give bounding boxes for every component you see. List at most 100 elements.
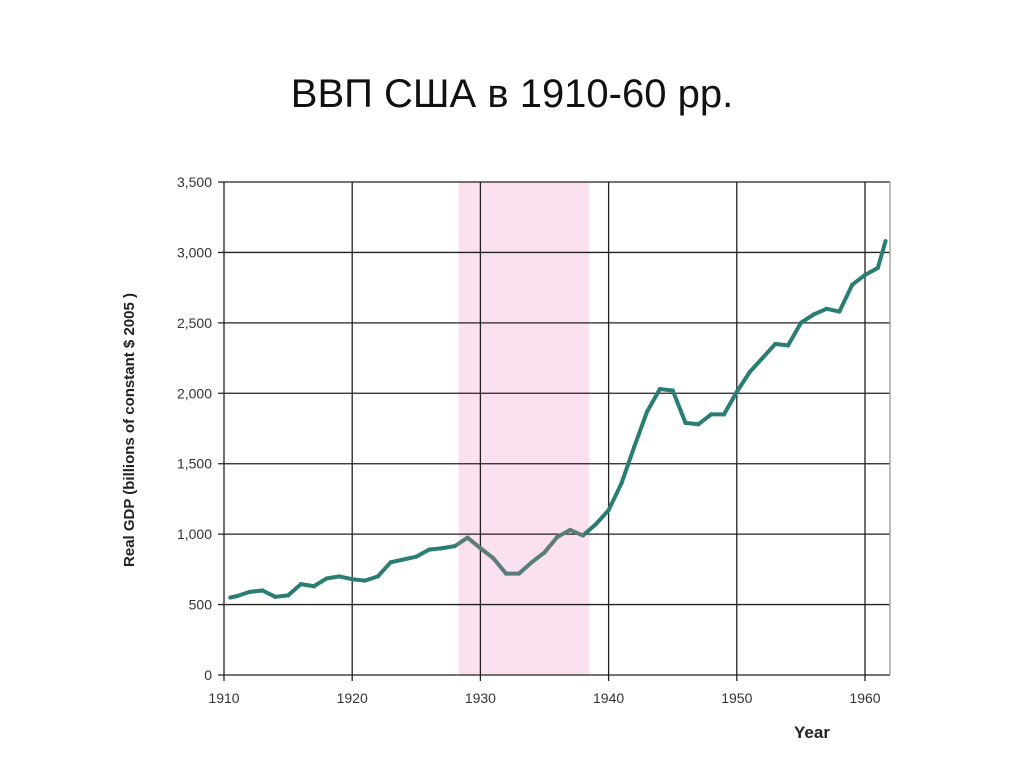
gdp-data-point — [491, 556, 496, 561]
gdp-data-point — [721, 412, 726, 417]
gdp-line-segment — [465, 535, 483, 551]
x-tick-label: 1920 — [337, 690, 368, 706]
gdp-data-point — [311, 584, 316, 589]
gdp-line-segment — [824, 306, 842, 314]
gdp-line-segment — [516, 560, 534, 576]
gdp-line-segment — [234, 589, 252, 599]
gdp-line-segment — [863, 265, 880, 277]
gdp-data-point — [337, 574, 342, 579]
gdp-data-point — [760, 356, 765, 361]
gdp-line-segment — [363, 574, 380, 583]
gdp-data-point — [516, 571, 521, 576]
gdp-line-segment — [619, 444, 637, 486]
gdp-line-segment — [632, 409, 650, 449]
gdp-data-point — [439, 546, 444, 551]
gdp-line-segment — [696, 412, 714, 427]
gdp-line-segment — [850, 272, 867, 287]
gdp-line-segment — [837, 282, 855, 314]
gdp-data-point — [619, 481, 624, 486]
gdp-data-point — [773, 341, 778, 346]
y-tick-label: 1,000 — [177, 526, 212, 542]
gdp-line-segment — [786, 320, 803, 348]
gdp-data-point — [606, 508, 611, 513]
gdp-data-point — [593, 522, 598, 527]
gdp-line-segment — [568, 527, 585, 538]
gdp-line-segment — [439, 544, 457, 551]
y-tick-label: 1,500 — [177, 456, 212, 472]
gdp-line-segment — [350, 577, 368, 583]
x-tick-label: 1940 — [593, 690, 624, 706]
gdp-line-segment — [401, 554, 419, 562]
gdp-data-point — [273, 594, 278, 599]
gdp-data-point — [375, 574, 380, 579]
gdp-line-segment — [478, 546, 496, 561]
x-tick-label: 1930 — [465, 690, 496, 706]
gdp-line-segment — [298, 582, 316, 589]
y-tick-label: 3,000 — [177, 244, 212, 260]
y-tick-label: 2,500 — [177, 315, 212, 331]
gdp-data-point — [786, 343, 791, 348]
gdp-data-point — [645, 409, 650, 414]
gdp-data-point — [542, 550, 547, 555]
gdp-data-point — [850, 282, 855, 287]
y-tick-label: 0 — [204, 667, 212, 683]
gdp-line-segment — [811, 306, 829, 317]
gdp-data-point — [234, 594, 239, 599]
gdp-data-point — [555, 534, 560, 539]
gdp-data-point — [863, 272, 867, 277]
gdp-line-segment — [773, 341, 791, 348]
shaded-region — [458, 182, 590, 675]
gdp-data-point — [529, 560, 534, 565]
gdp-line-segment — [311, 576, 329, 589]
gdp-data-point — [875, 265, 880, 270]
gdp-data-point — [478, 546, 483, 551]
gdp-data-point — [286, 593, 291, 598]
gdp-data-point — [350, 577, 355, 582]
gdp-line-segment — [414, 547, 432, 559]
gdp-line-segment — [324, 574, 342, 581]
gdp-data-point — [632, 444, 637, 449]
gdp-line-segment — [286, 582, 303, 598]
gdp-data-point — [824, 306, 829, 311]
slide-title: ВВП США в 1910-60 рр. — [290, 72, 734, 116]
gdp-data-point — [247, 589, 252, 594]
gdp-data-point — [696, 422, 701, 427]
gdp-line-segment — [388, 557, 406, 565]
gdp-line-segment — [670, 388, 688, 425]
gdp-line-segment — [747, 356, 765, 375]
gdp-line-segment — [491, 556, 509, 576]
gdp-line-segment — [273, 593, 291, 599]
gdp-data-point — [298, 582, 303, 587]
gdp-data-point — [670, 388, 675, 393]
gdp-data-point — [883, 239, 888, 244]
gdp-line-segment — [798, 312, 816, 325]
gdp-line-segment — [260, 588, 278, 599]
gdp-line-segment — [606, 481, 624, 513]
gdp-line-segment — [657, 387, 675, 393]
y-tick-label: 3,500 — [177, 174, 212, 190]
x-tick-label: 1950 — [721, 690, 752, 706]
y-tick-label: 2,000 — [177, 385, 212, 401]
gdp-line-segment — [427, 546, 444, 552]
gdp-data-point — [580, 533, 585, 538]
gdp-data-point — [388, 560, 393, 565]
gdp-line-segment — [645, 387, 662, 414]
gdp-data-point — [568, 527, 573, 532]
gdp-data-point — [228, 595, 233, 600]
gdp-data-point — [401, 557, 406, 562]
gdp-data-point — [734, 389, 739, 394]
gdp-line-segment — [337, 574, 355, 582]
y-axis-label: Real GDP (billions of constant $ 2005 ) — [121, 293, 138, 567]
y-tick-label: 500 — [189, 597, 213, 613]
gdp-data-point — [657, 387, 662, 392]
gdp-line-segment — [555, 527, 573, 539]
gdp-data-point — [837, 309, 842, 314]
gdp-data-point — [811, 312, 816, 317]
gdp-line-segment — [580, 522, 598, 538]
gdp-line-segment — [593, 508, 611, 527]
gdp-data-point — [798, 320, 803, 325]
gdp-data-point — [683, 420, 688, 425]
gdp-data-point — [709, 412, 714, 417]
gdp-line-segment — [683, 420, 701, 427]
gdp-data-point — [260, 588, 265, 593]
